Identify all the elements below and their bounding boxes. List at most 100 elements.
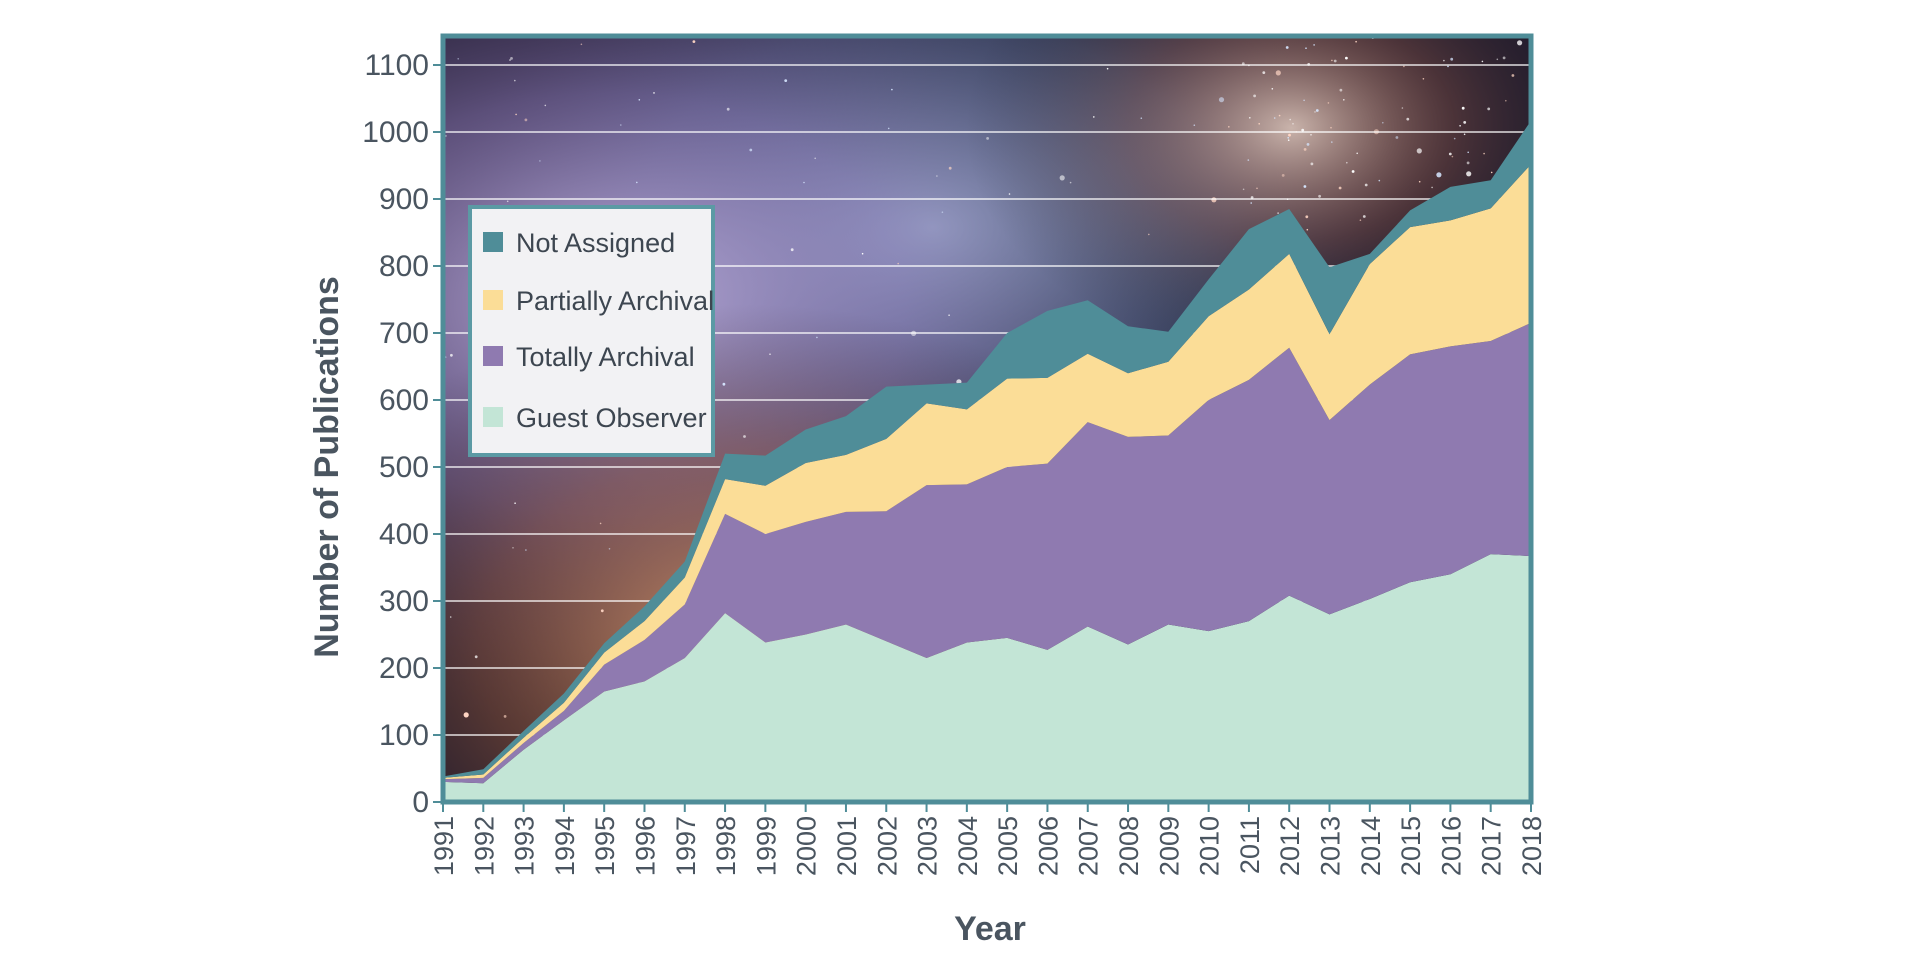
x-tick-label: 2005 <box>993 816 1023 876</box>
star-dot <box>1093 116 1095 118</box>
star-dot <box>1451 155 1454 158</box>
y-tick-label: 700 <box>379 317 429 350</box>
star-dot <box>816 336 818 339</box>
star-dot <box>1250 196 1254 199</box>
star-dot <box>1306 143 1310 146</box>
star-dot <box>510 57 513 60</box>
area-totally-archival <box>443 322 1531 784</box>
star-dot <box>608 548 611 550</box>
star-dot <box>861 252 864 255</box>
star-dot <box>1310 134 1312 136</box>
star-dot <box>638 99 641 101</box>
series-areas <box>443 120 1531 802</box>
y-tick-label: 1000 <box>362 116 429 149</box>
star-dot <box>1330 126 1332 129</box>
star-dot <box>692 40 696 43</box>
star-dot <box>1247 159 1250 161</box>
star-dot <box>1271 88 1274 90</box>
x-tick-label: 2001 <box>832 816 862 876</box>
x-tick-label: 2008 <box>1114 816 1144 876</box>
star-dot <box>1505 99 1507 102</box>
y-axis-title: Number of Publications <box>308 276 346 658</box>
star-dot <box>1313 44 1315 46</box>
x-tick-label: 2007 <box>1074 816 1104 876</box>
x-tick-label: 1998 <box>711 816 741 876</box>
star-dot <box>1406 117 1410 121</box>
star-dot <box>1287 139 1290 141</box>
star-dot <box>1467 151 1469 154</box>
star-dot <box>1303 185 1307 188</box>
star-dot <box>1148 233 1150 236</box>
star-dot <box>1418 180 1421 183</box>
x-tick-label: 2010 <box>1195 816 1225 876</box>
star-dot <box>514 502 516 505</box>
legend-box <box>468 205 715 457</box>
legend-swatch-partially-archival <box>483 290 503 310</box>
legend-label-not-assigned: Not Assigned <box>516 228 675 258</box>
star-dot <box>1502 56 1506 60</box>
star-dot <box>1305 47 1307 49</box>
y-tick-label: 500 <box>379 451 429 484</box>
star-dot <box>814 157 816 160</box>
y-tick-label: 900 <box>379 183 429 216</box>
star-dot <box>1218 97 1225 103</box>
star-dot <box>1459 125 1461 127</box>
star-dot <box>524 118 528 122</box>
star-dot <box>463 712 469 718</box>
y-tick-label: 600 <box>379 384 429 417</box>
star-dot <box>948 166 952 170</box>
x-axis-ticks: 1991 1992 1993 1994 1995 1996 1997 1998 1999 2000… <box>429 802 1547 876</box>
star-dot <box>1359 219 1362 221</box>
star-dot <box>1258 123 1260 125</box>
x-tick-label: 2003 <box>913 816 943 876</box>
legend-swatch-not-assigned <box>483 232 503 252</box>
y-tick-label: 800 <box>379 250 429 283</box>
x-tick-label: 2002 <box>872 816 902 876</box>
star-dot <box>1450 57 1454 61</box>
star-dot <box>1466 171 1472 177</box>
star-dot <box>1305 215 1309 219</box>
star-dot <box>1314 111 1316 113</box>
area-guest-observer <box>443 554 1531 802</box>
legend-items: Not Assigned Partially Archival Totally Ar… <box>483 228 714 433</box>
x-tick-label: 1995 <box>590 816 620 876</box>
x-tick-label: 2014 <box>1356 816 1386 876</box>
star-dot <box>1403 65 1405 68</box>
star-dot <box>1242 188 1245 191</box>
star-dot <box>1303 148 1307 151</box>
star-dot <box>1339 88 1343 92</box>
star-dot <box>1333 59 1337 63</box>
star-dot <box>450 353 453 357</box>
star-dot <box>1249 117 1251 119</box>
star-dot <box>1306 228 1309 231</box>
y-tick-label: 1100 <box>364 49 429 82</box>
star-dot <box>897 262 899 265</box>
star-dot <box>1511 74 1515 77</box>
x-axis-title: Year <box>954 910 1026 948</box>
star-dot <box>1106 67 1109 70</box>
star-dot <box>1250 202 1252 204</box>
x-tick-label: 2013 <box>1316 816 1346 876</box>
legend-label-totally-archival: Totally Archival <box>516 342 695 372</box>
star-dot <box>1463 121 1467 124</box>
star-dot <box>769 353 771 356</box>
star-dot <box>1288 133 1291 137</box>
star-dot <box>749 148 753 152</box>
star-dot <box>1008 193 1011 195</box>
star-dot <box>726 107 730 111</box>
star-dot <box>1466 161 1470 165</box>
star-dot <box>1355 40 1357 43</box>
legend-label-guest-observer: Guest Observer <box>516 403 707 433</box>
star-dot <box>506 200 509 203</box>
star-dot <box>1378 179 1381 182</box>
y-tick-label: 300 <box>379 585 429 618</box>
x-tick-label: 2018 <box>1517 816 1547 876</box>
star-dot <box>891 88 893 91</box>
x-tick-label: 2000 <box>792 816 822 876</box>
star-dot <box>1395 136 1399 139</box>
area-not-assigned <box>443 120 1531 778</box>
star-dot <box>1289 118 1291 121</box>
star-dot <box>936 175 938 177</box>
star-dot <box>503 715 507 718</box>
